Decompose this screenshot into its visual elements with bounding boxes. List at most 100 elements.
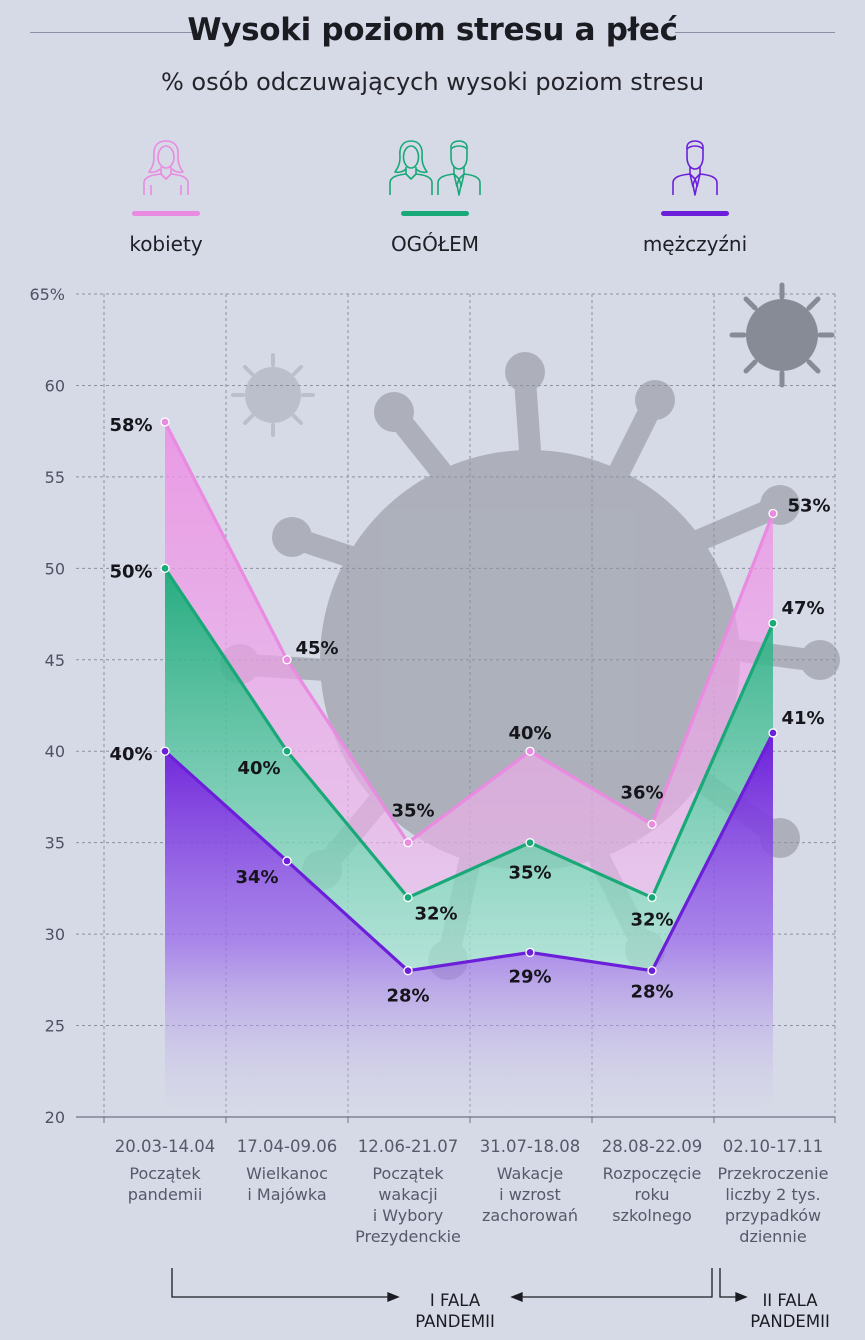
data-label-total: 32% (630, 910, 673, 931)
point-total (647, 892, 657, 903)
data-label-men: 34% (235, 867, 278, 888)
point-women (647, 819, 657, 830)
point-total (282, 746, 292, 756)
data-label-women: 36% (620, 782, 663, 803)
data-label-total: 32% (414, 904, 457, 925)
y-tick-label: 30 (45, 925, 65, 944)
y-tick-label: 20 (45, 1108, 65, 1127)
legend-swatch-women (132, 211, 200, 216)
x-category-description: Przekroczenie liczby 2 tys. przypadków d… (717, 1164, 829, 1246)
arrow-head-left (510, 1292, 523, 1302)
area-women (165, 422, 773, 898)
legend-item-women: kobiety (66, 135, 266, 256)
arrow-head-right-2 (735, 1292, 748, 1302)
x-category-description: Wakacje i wzrost zachorowań (482, 1164, 578, 1225)
x-category-description: Rozpoczęcie roku szkolnego (602, 1164, 702, 1225)
man-icon (672, 140, 718, 196)
point-total (160, 563, 170, 573)
data-label-women: 45% (295, 638, 338, 659)
data-label-total: 40% (237, 758, 280, 779)
y-tick-label: 45 (45, 651, 65, 670)
x-category-date: 31.07-18.08 (479, 1137, 581, 1156)
y-tick-label: 35 (45, 834, 65, 853)
legend-label-women: kobiety (129, 232, 203, 256)
y-tick-label: 65% (29, 285, 65, 304)
people-icon (389, 140, 481, 196)
data-label-men: 28% (630, 982, 673, 1003)
x-category-description: Początek wakacji i Wybory Prezydenckie (355, 1164, 461, 1246)
series-lines (163, 421, 775, 973)
legend-item-total: OGÓŁEM (335, 135, 535, 256)
legend-label-men: mężczyźni (642, 232, 748, 256)
first-wave-start-arrow (171, 1268, 390, 1298)
x-category-description: Wielkanoc i Majówka (246, 1164, 328, 1204)
points (160, 417, 778, 976)
x-category: 31.07-18.08 Wakacje i wzrost zachorowań (465, 1136, 595, 1226)
data-label-men: 40% (109, 744, 152, 765)
point-men (403, 966, 413, 976)
wave-second-label: II FALA PANDEMII (750, 1291, 830, 1331)
data-label-total: 50% (109, 561, 152, 582)
data-labels: 58% 45% 35% 40% 36% 53% 50% 40% 32% 35% 32% 47% 40% 3… (109, 415, 830, 1007)
legend-swatch-total (401, 211, 469, 216)
y-tick-label: 50 (45, 559, 65, 578)
data-label-total: 35% (508, 863, 551, 884)
chart: 20 25 30 35 40 45 50 55 60 65% 58% 45% 35% 40% 36% 53%… (29, 282, 840, 1127)
point-total (403, 892, 413, 903)
point-men (647, 966, 657, 976)
point-men (525, 947, 535, 958)
legend-label-total: OGÓŁEM (390, 232, 480, 256)
point-women (282, 655, 292, 665)
data-label-women: 40% (508, 723, 551, 744)
legend-swatch-men (661, 211, 729, 216)
area-total (165, 568, 773, 971)
x-category: 12.06-21.07 Początek wakacji i Wybory Pre… (343, 1136, 473, 1247)
title-rule-right (675, 32, 835, 33)
y-tick-label: 25 (45, 1017, 65, 1036)
point-men (160, 746, 170, 756)
virus-corner-illustration (729, 282, 835, 388)
x-category-date: 02.10-17.11 (722, 1137, 824, 1156)
chart-title: Wysoki poziom stresu a płeć (187, 12, 678, 48)
data-label-men: 29% (508, 966, 551, 987)
point-women (525, 746, 535, 756)
y-ticks: 20 25 30 35 40 45 50 55 60 65% (29, 285, 65, 1127)
point-total (768, 618, 778, 628)
first-wave-end-arrow (520, 1268, 713, 1298)
point-men (282, 856, 292, 866)
data-label-total: 47% (781, 598, 824, 619)
point-women (768, 508, 778, 519)
title-rule-left (30, 32, 192, 33)
title-row: Wysoki poziom stresu a płeć (0, 12, 865, 52)
point-men (768, 728, 778, 738)
arrow-head-right (387, 1292, 400, 1302)
x-category-date: 17.04-09.06 (236, 1137, 338, 1156)
data-label-women: 53% (787, 495, 830, 516)
y-tick-label: 40 (45, 742, 65, 761)
woman-icon (143, 140, 189, 195)
line-men (163, 732, 775, 973)
x-category: 17.04-09.06 Wielkanoc i Majówka (222, 1136, 352, 1205)
areas (165, 422, 773, 1117)
x-category-date: 28.08-22.09 (601, 1137, 703, 1156)
virus-small-illustration (231, 353, 315, 437)
x-category-description: Początek pandemii (127, 1164, 203, 1204)
y-tick-label: 55 (45, 468, 65, 487)
x-category-date: 20.03-14.04 (114, 1137, 216, 1156)
x-category: 02.10-17.11 Przekroczenie liczby 2 tys. p… (708, 1136, 838, 1247)
chart-subtitle: % osób odczuwających wysoki poziom stres… (160, 68, 705, 96)
axes (76, 1116, 836, 1123)
point-women (403, 838, 413, 848)
x-category: 20.03-14.04 Początek pandemii (100, 1136, 230, 1205)
data-label-women: 58% (109, 415, 152, 436)
x-category-date: 12.06-21.07 (357, 1137, 459, 1156)
point-total (525, 838, 535, 848)
wave-first-label: I FALA PANDEMII (415, 1291, 495, 1331)
data-label-women: 35% (391, 801, 434, 822)
data-label-men: 41% (781, 708, 824, 729)
x-category: 28.08-22.09 Rozpoczęcie roku szkolnego (587, 1136, 717, 1226)
second-wave-arrow (719, 1268, 738, 1298)
data-label-men: 28% (386, 986, 429, 1007)
legend-item-men: mężczyźni (595, 135, 795, 256)
wave-arrows (171, 1268, 748, 1302)
